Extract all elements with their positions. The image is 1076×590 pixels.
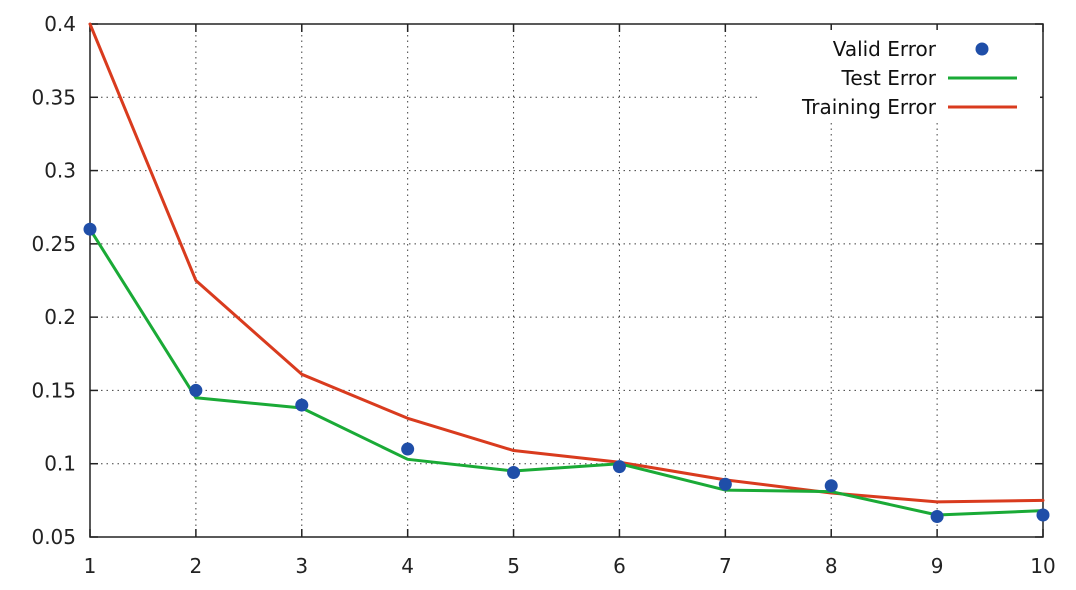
series-point-valid-error bbox=[1036, 508, 1050, 522]
legend-label: Test Error bbox=[841, 66, 937, 90]
x-tick-label: 2 bbox=[190, 554, 203, 578]
series-point-valid-error bbox=[930, 509, 944, 523]
x-tick-label: 5 bbox=[507, 554, 520, 578]
series-point-valid-error bbox=[401, 442, 415, 456]
data-series bbox=[83, 22, 1050, 523]
x-tick-label: 9 bbox=[931, 554, 944, 578]
x-tick-label: 1 bbox=[84, 554, 97, 578]
series-point-valid-error bbox=[824, 479, 838, 493]
series-line-test-error bbox=[88, 227, 1045, 517]
y-tick-label: 0.05 bbox=[31, 525, 76, 549]
series-point-valid-error bbox=[189, 383, 203, 397]
y-tick-label: 0.35 bbox=[31, 85, 76, 109]
series-line-training-error bbox=[88, 22, 1045, 504]
y-tick-label: 0.1 bbox=[44, 452, 76, 476]
x-tick-label: 10 bbox=[1030, 554, 1055, 578]
y-tick-label: 0.4 bbox=[44, 12, 76, 36]
series-point-valid-error bbox=[507, 466, 521, 480]
plot-frame bbox=[89, 23, 1044, 538]
x-tick-label: 3 bbox=[295, 554, 308, 578]
x-tick-label: 4 bbox=[401, 554, 414, 578]
plot-area-border bbox=[89, 23, 1044, 538]
legend-marker-point bbox=[975, 42, 989, 56]
y-tick-label: 0.15 bbox=[31, 378, 76, 402]
series-point-valid-error bbox=[718, 477, 732, 491]
y-tick-label: 0.3 bbox=[44, 159, 76, 183]
x-tick-label: 6 bbox=[613, 554, 626, 578]
y-axis-ticks: 0.05 0.1 0.15 0.2 0.25 0.3 0.35 0.4 bbox=[31, 12, 1043, 549]
y-tick-label: 0.2 bbox=[44, 305, 76, 329]
legend: Valid Error Test Error Training Error bbox=[760, 30, 1040, 122]
x-tick-label: 8 bbox=[825, 554, 838, 578]
series-point-valid-error bbox=[295, 398, 309, 412]
legend-label: Valid Error bbox=[833, 37, 937, 61]
x-axis-ticks: 1 2 3 4 5 6 7 8 9 10 bbox=[84, 24, 1056, 578]
series-point-valid-error bbox=[612, 460, 626, 474]
legend-label: Training Error bbox=[801, 95, 937, 119]
x-tick-label: 7 bbox=[719, 554, 732, 578]
y-tick-label: 0.25 bbox=[31, 232, 76, 256]
series-point-valid-error bbox=[83, 222, 97, 236]
